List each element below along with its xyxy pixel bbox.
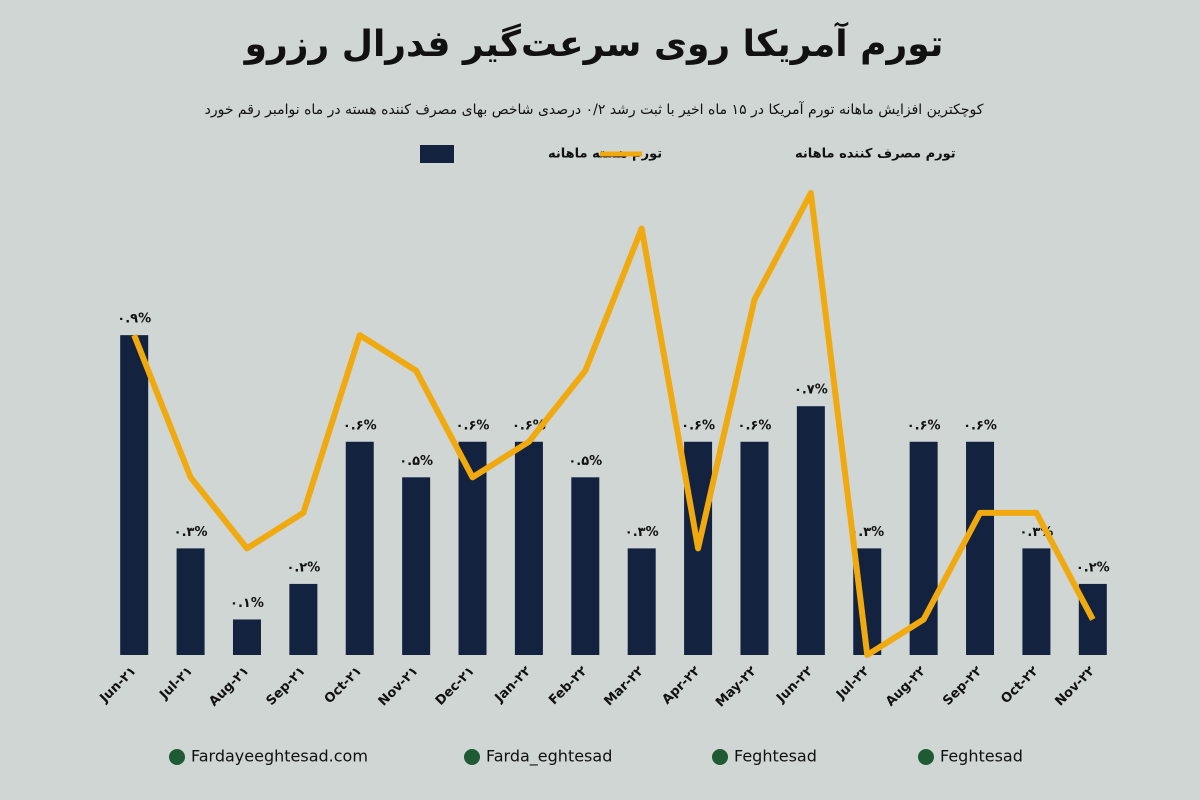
data-label: ۰.۶% <box>907 418 941 433</box>
icon <box>712 749 728 765</box>
icon <box>464 749 480 765</box>
footer-text: Feghtesad <box>734 747 817 766</box>
bar <box>627 548 656 655</box>
data-label: ۰.۶% <box>963 418 997 433</box>
data-label: ۰.۵% <box>568 454 602 469</box>
x-tick-label: Nov-۲۲ <box>1052 664 1098 710</box>
x-tick-label: Aug-۲۲ <box>883 664 929 710</box>
x-tick-label: Jun-۲۲ <box>773 664 816 707</box>
footer-text: Feghtesad <box>940 747 1023 766</box>
bar <box>966 441 995 655</box>
bar <box>796 406 825 655</box>
data-label: ۰.۳% <box>174 525 208 540</box>
x-tick-label: Sep-۲۱ <box>264 664 309 709</box>
data-label: ۰.۳% <box>625 525 659 540</box>
data-label: ۰.۶% <box>456 418 490 433</box>
icon <box>918 749 934 765</box>
x-tick-label: Sep-۲۲ <box>940 664 985 709</box>
bar <box>514 441 543 655</box>
legend-swatch <box>420 145 454 163</box>
x-tick-label: Oct-۲۲ <box>998 664 1041 707</box>
x-tick-label: Feb-۲۲ <box>546 664 590 708</box>
x-tick-label: Dec-۲۱ <box>433 664 478 709</box>
bar <box>402 477 431 655</box>
data-label: ۰.۵% <box>399 454 433 469</box>
x-tick-label: May-۲۲ <box>713 664 760 711</box>
x-tick-label: Jul-۲۱ <box>156 664 195 703</box>
data-label: ۰.۶% <box>343 418 377 433</box>
bar <box>345 441 374 655</box>
bar <box>289 583 318 655</box>
x-tick-label: Nov-۲۱ <box>376 664 422 710</box>
footer-text: Farda_eghtesad <box>486 747 612 767</box>
line <box>131 190 1096 658</box>
data-label: ۰.۶% <box>681 418 715 433</box>
data-label: ۰.۲% <box>1076 560 1110 575</box>
bar <box>232 619 261 655</box>
bar <box>1022 548 1051 655</box>
legend-label: تورم مصرف کننده ماهانه <box>795 147 956 162</box>
data-label: ۰.۲% <box>286 560 320 575</box>
data-label: ۰.۶% <box>738 418 772 433</box>
x-tick-label: Jul-۲۲ <box>833 664 873 704</box>
x-tick-label: Aug-۲۱ <box>206 664 252 710</box>
icon <box>169 749 185 765</box>
x-tick-label: Apr-۲۲ <box>660 664 704 708</box>
data-label: ۰.۳% <box>850 525 884 540</box>
data-label: ۰.۷% <box>794 383 828 398</box>
chart-title: تورم آمریکا روی سرعت‌گیر فدرال رزرو <box>243 21 944 65</box>
data-label: ۰.۱% <box>230 596 264 611</box>
footer-text: Fardayeeghtesad.com <box>191 747 368 766</box>
x-tick-label: Jun-۲۱ <box>97 664 140 707</box>
bar <box>740 441 769 655</box>
bar <box>176 548 205 655</box>
bar <box>571 477 600 655</box>
x-tick-label: Mar-۲۲ <box>601 664 647 710</box>
footer: Fardayeeghtesad.com Farda_eghtesad Feght… <box>169 747 1023 767</box>
x-tick-label: Jan-۲۲ <box>492 664 535 707</box>
x-tick-label: Oct-۲۱ <box>322 664 365 707</box>
data-label: ۰.۹% <box>117 312 151 327</box>
bar <box>120 335 149 655</box>
chart-subtitle: کوچکترین افزایش ماهانه تورم آمریکا در ۱۵… <box>205 101 984 118</box>
